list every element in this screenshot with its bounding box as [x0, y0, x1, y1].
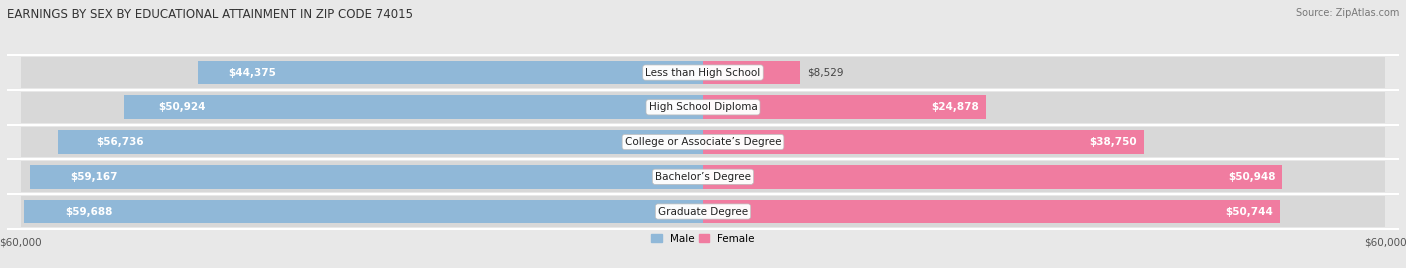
Bar	[703, 200, 1279, 223]
Bar	[21, 127, 1385, 157]
Text: $50,924: $50,924	[159, 102, 207, 112]
Text: $24,878: $24,878	[931, 102, 979, 112]
Bar	[30, 165, 703, 189]
Text: Bachelor’s Degree: Bachelor’s Degree	[655, 172, 751, 182]
Bar	[21, 162, 1385, 192]
Bar	[21, 92, 1385, 122]
Bar	[198, 61, 703, 84]
Bar	[703, 95, 986, 119]
Legend: Male, Female: Male, Female	[650, 232, 756, 246]
Text: $44,375: $44,375	[229, 68, 277, 77]
Text: $59,167: $59,167	[70, 172, 118, 182]
Bar	[703, 61, 800, 84]
Bar	[703, 165, 1282, 189]
Text: Graduate Degree: Graduate Degree	[658, 207, 748, 217]
Bar	[703, 130, 1143, 154]
Bar	[24, 200, 703, 223]
Text: $59,688: $59,688	[65, 207, 112, 217]
Text: $38,750: $38,750	[1090, 137, 1137, 147]
Bar	[21, 57, 1385, 88]
Text: $8,529: $8,529	[807, 68, 844, 77]
Bar	[21, 196, 1385, 227]
Text: EARNINGS BY SEX BY EDUCATIONAL ATTAINMENT IN ZIP CODE 74015: EARNINGS BY SEX BY EDUCATIONAL ATTAINMEN…	[7, 8, 413, 21]
Bar	[124, 95, 703, 119]
Text: College or Associate’s Degree: College or Associate’s Degree	[624, 137, 782, 147]
Bar	[58, 130, 703, 154]
Text: Less than High School: Less than High School	[645, 68, 761, 77]
Text: $50,744: $50,744	[1226, 207, 1274, 217]
Text: Source: ZipAtlas.com: Source: ZipAtlas.com	[1295, 8, 1399, 18]
Text: $50,948: $50,948	[1227, 172, 1275, 182]
Text: High School Diploma: High School Diploma	[648, 102, 758, 112]
Text: $56,736: $56,736	[97, 137, 145, 147]
